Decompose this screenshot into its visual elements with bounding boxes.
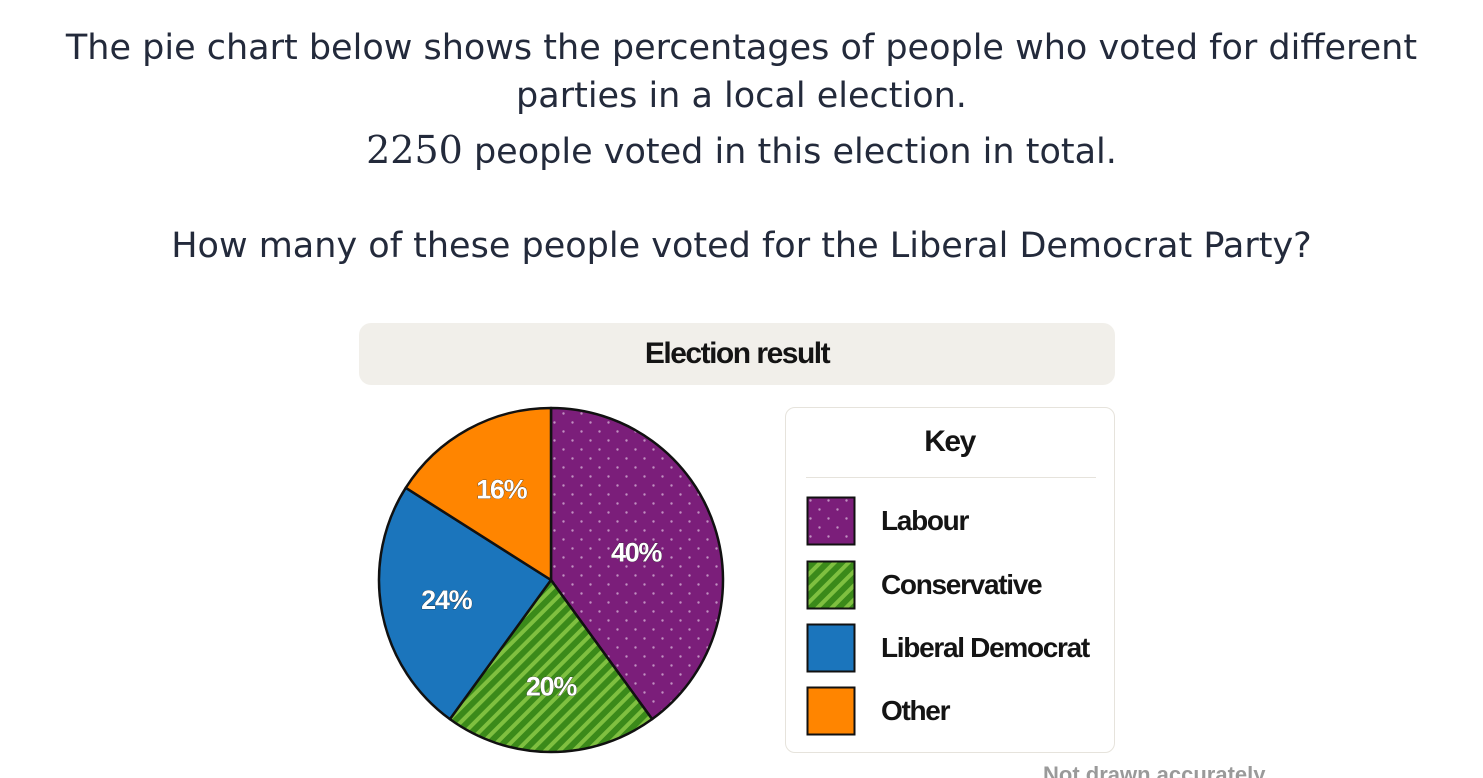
legend-item-other: Other xyxy=(806,686,1106,736)
not-drawn-accurately-note: Not drawn accurately xyxy=(1043,762,1266,778)
pie-label-conservative: 20% xyxy=(526,672,577,702)
chart-title-box: Election result xyxy=(359,323,1115,385)
legend-divider xyxy=(806,477,1096,478)
question-text-line-1: The pie chart below shows the percentage… xyxy=(65,28,1418,68)
legend-title: Key xyxy=(924,425,976,458)
pie-slice-conservative xyxy=(448,578,654,754)
question-text-line-3: 2250 people voted in this election in to… xyxy=(0,128,1483,174)
legend-label-other: Other xyxy=(881,695,950,726)
legend-swatch-liberal-democrat xyxy=(806,623,856,673)
question-text-line-3-rest: people voted in this election in total. xyxy=(462,132,1117,172)
legend-swatch-labour xyxy=(806,496,856,546)
legend-label-liberal-democrat: Liberal Democrat xyxy=(881,632,1090,663)
pie-label-other: 16% xyxy=(476,475,527,505)
pie-slice-other xyxy=(404,406,553,582)
legend-item-conservative: Conservative xyxy=(806,560,1106,610)
pie-chart: 40% 20% 24% 16% xyxy=(377,406,725,754)
legend-label-conservative: Conservative xyxy=(881,569,1043,600)
question-text-line-2: parties in a local election. xyxy=(516,76,967,116)
pie-label-liberal-democrat: 24% xyxy=(421,585,472,615)
question-prompt: How many of these people voted for the L… xyxy=(171,226,1312,266)
legend-label-labour: Labour xyxy=(881,505,969,536)
pie-slice-liberal-democrat xyxy=(377,486,553,721)
chart-title: Election result xyxy=(644,337,831,370)
pie-slice-labour xyxy=(549,406,725,721)
legend-item-labour: Labour xyxy=(806,496,1106,546)
legend-box: Key Labour Conservative Liberal Democrat… xyxy=(785,407,1115,753)
legend-swatch-other xyxy=(806,686,856,736)
total-voters-number: 2250 xyxy=(366,128,463,172)
pie-label-labour: 40% xyxy=(611,537,662,567)
legend-item-liberal-democrat: Liberal Democrat xyxy=(806,623,1106,673)
legend-swatch-conservative xyxy=(806,560,856,610)
